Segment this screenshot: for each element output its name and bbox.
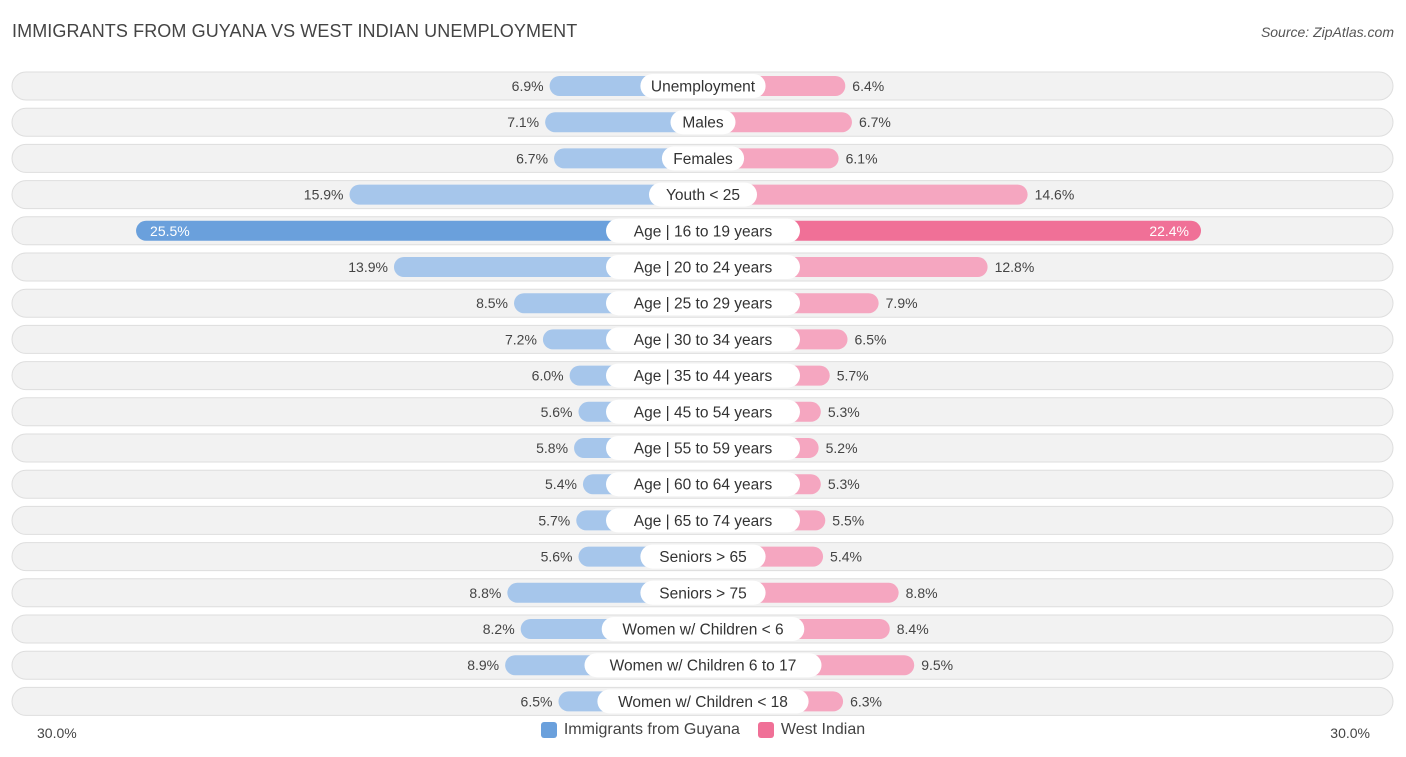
value-label-guyana: 25.5% — [150, 223, 190, 239]
source-note: Source: ZipAtlas.com — [1260, 24, 1394, 40]
category-pill — [606, 508, 800, 533]
value-label-west-indian: 5.5% — [832, 512, 864, 528]
value-label-west-indian: 7.9% — [886, 295, 918, 311]
category-label: Seniors > 65 — [659, 549, 746, 566]
category-label: Age | 55 to 59 years — [634, 441, 773, 458]
category-pill — [606, 218, 800, 243]
category-label: Women w/ Children < 6 — [622, 622, 783, 639]
category-label: Females — [673, 151, 733, 168]
category-pill — [601, 617, 805, 641]
category-pill — [661, 146, 745, 171]
category-pill — [606, 255, 800, 279]
category-label: Age | 45 to 54 years — [634, 404, 773, 421]
category-label: Unemployment — [651, 79, 756, 96]
category-pill — [606, 436, 800, 460]
value-label-guyana: 8.2% — [483, 621, 515, 637]
value-label-guyana: 13.9% — [348, 259, 388, 275]
category-label: Age | 65 to 74 years — [634, 513, 773, 530]
category-label: Age | 35 to 44 years — [634, 368, 773, 385]
category-pill — [640, 544, 766, 569]
bar-guyana — [136, 220, 714, 241]
value-label-guyana: 8.8% — [469, 585, 501, 601]
value-label-guyana: 5.8% — [536, 440, 568, 456]
legend-swatch-west-indian — [757, 722, 774, 738]
value-label-guyana: 8.9% — [467, 657, 499, 673]
value-label-guyana: 6.5% — [521, 693, 553, 709]
legend-swatch-guyana — [540, 722, 557, 738]
category-pill — [606, 327, 800, 352]
value-label-west-indian: 6.3% — [850, 693, 882, 709]
category-pill — [606, 472, 800, 497]
value-label-west-indian: 14.6% — [1035, 187, 1075, 203]
value-label-west-indian: 6.7% — [859, 114, 891, 130]
value-label-guyana: 6.7% — [516, 150, 548, 166]
category-label: Seniors > 75 — [659, 585, 746, 602]
value-label-guyana: 8.5% — [476, 295, 508, 311]
value-label-guyana: 5.6% — [541, 549, 573, 565]
axis-left-label: 30.0% — [37, 725, 77, 741]
value-label-west-indian: 6.4% — [852, 78, 884, 94]
value-label-west-indian: 22.4% — [1149, 223, 1189, 239]
value-label-guyana: 7.2% — [505, 331, 537, 347]
value-label-guyana: 6.9% — [512, 78, 544, 94]
value-label-guyana: 5.7% — [538, 512, 570, 528]
legend: Immigrants from Guyana West Indian — [0, 721, 1406, 739]
bar-west-indian — [693, 220, 1202, 241]
value-label-west-indian: 6.1% — [846, 150, 878, 166]
value-label-guyana: 5.4% — [545, 476, 577, 492]
category-label: Age | 16 to 19 years — [634, 223, 773, 240]
category-label: Age | 60 to 64 years — [634, 477, 773, 494]
bar-guyana — [349, 184, 713, 205]
legend-item-guyana: Immigrants from Guyana — [540, 721, 740, 739]
category-pill — [584, 653, 822, 678]
category-pill — [670, 110, 736, 135]
category-pill — [649, 182, 757, 207]
category-label: Youth < 25 — [666, 187, 740, 204]
category-pill — [606, 291, 800, 316]
category-pill — [640, 580, 766, 605]
value-label-guyana: 15.9% — [304, 187, 344, 203]
value-label-west-indian: 5.3% — [828, 476, 860, 492]
legend-label-guyana: Immigrants from Guyana — [563, 721, 740, 738]
value-label-guyana: 5.6% — [541, 404, 573, 420]
value-label-west-indian: 6.5% — [855, 331, 887, 347]
value-label-guyana: 7.1% — [507, 114, 539, 130]
value-label-west-indian: 5.4% — [830, 549, 862, 565]
legend-item-west-indian: West Indian — [757, 721, 866, 739]
bar-guyana — [545, 112, 713, 133]
axis-right-label: 30.0% — [1330, 725, 1370, 741]
category-pill — [606, 363, 800, 388]
value-label-west-indian: 8.8% — [906, 585, 938, 601]
category-label: Women w/ Children 6 to 17 — [610, 658, 797, 675]
value-label-west-indian: 9.5% — [921, 657, 953, 673]
bar-west-indian — [693, 184, 1028, 205]
category-label: Age | 30 to 34 years — [634, 332, 773, 349]
value-label-west-indian: 5.7% — [837, 368, 869, 384]
value-label-west-indian: 12.8% — [995, 259, 1035, 275]
category-label: Age | 20 to 24 years — [634, 260, 773, 277]
category-label: Women w/ Children < 18 — [618, 694, 788, 711]
category-label: Males — [682, 115, 724, 132]
legend-label-west-indian: West Indian — [780, 721, 866, 738]
category-pill — [640, 74, 766, 98]
category-pill — [597, 689, 809, 714]
category-label: Age | 25 to 29 years — [634, 296, 773, 313]
value-label-guyana: 6.0% — [532, 368, 564, 384]
value-label-west-indian: 5.2% — [826, 440, 858, 456]
value-label-west-indian: 5.3% — [828, 404, 860, 420]
category-pill — [606, 399, 800, 424]
chart-svg: Unemployment 6.9% 6.4% Males 7.1% 6.7% Females… — [11, 71, 1394, 716]
chart-title: IMMIGRANTS FROM GUYANA VS WEST INDIAN UN… — [12, 21, 578, 41]
value-label-west-indian: 8.4% — [897, 621, 929, 637]
